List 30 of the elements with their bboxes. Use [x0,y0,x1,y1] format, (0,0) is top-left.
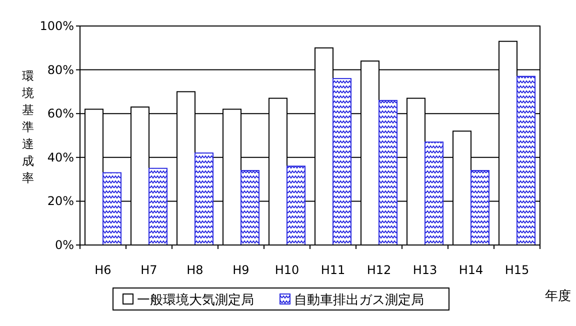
x-tick-label: H12 [366,263,392,277]
x-tick-label: H10 [274,263,300,277]
bar [194,152,214,246]
y-tick-label: 80% [47,62,74,77]
x-tick-label: H8 [186,263,204,277]
x-tick-label: H11 [320,263,346,277]
x-tick-label: H13 [412,263,438,277]
bar [470,170,490,246]
y-tick-label: 100% [40,19,74,33]
bar [240,170,260,246]
bar [378,100,398,246]
y-tick-label: 20% [47,194,74,208]
bar [332,78,352,246]
x-axis-title: 年度 [545,288,571,304]
x-tick-label: H6 [94,263,112,277]
legend-label: 一般環境大気測定局 [137,292,254,308]
y-tick-label: 60% [47,106,74,121]
x-tick-label: H7 [140,263,158,277]
bar [102,172,122,246]
x-tick-label: H15 [504,263,530,277]
y-axis-title: 環境基準達成率 [21,69,34,185]
bar [286,166,306,246]
y-tick-label: 40% [47,150,74,164]
x-tick-label: H9 [232,263,250,277]
legend-label: 自動車排出ガス測定局 [294,293,424,308]
bar [424,142,444,246]
y-tick-label: 0% [54,238,74,252]
x-tick-label: H14 [458,263,484,277]
bar [516,76,536,246]
bar [148,168,168,246]
